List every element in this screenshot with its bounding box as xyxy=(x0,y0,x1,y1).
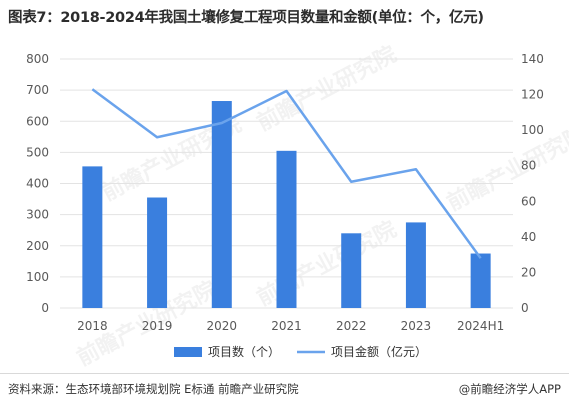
watermark-text: 前瞻产业研究院 xyxy=(443,121,569,216)
y-left-tick-label: 0 xyxy=(41,301,49,315)
x-tick-label: 2018 xyxy=(77,319,108,333)
y-right-tick-label: 60 xyxy=(521,194,536,208)
bar xyxy=(470,253,491,308)
bar xyxy=(276,150,297,308)
bar xyxy=(147,197,168,308)
x-tick-label: 2022 xyxy=(336,319,367,333)
y-left-tick-label: 100 xyxy=(26,270,49,284)
bar xyxy=(211,101,232,308)
legend-label-bar: 项目数（个） xyxy=(208,344,280,359)
y-left-tick-label: 200 xyxy=(26,239,49,253)
x-tick-label: 2020 xyxy=(207,319,238,333)
bar xyxy=(405,222,426,308)
y-left-tick-label: 300 xyxy=(26,208,49,222)
brand-credit: @前瞻经济学人APP xyxy=(458,382,561,396)
y-right-tick-label: 100 xyxy=(521,123,544,137)
y-left-tick-label: 600 xyxy=(26,114,49,128)
legend-label-line: 项目金额（亿元） xyxy=(331,344,427,359)
chart-area: 前瞻产业研究院前瞻产业研究院前瞻产业研究院前瞻产业研究院前瞻产业研究院01002… xyxy=(26,41,569,370)
y-left-tick-label: 500 xyxy=(26,145,49,159)
x-tick-label: 2024H1 xyxy=(457,319,504,333)
legend-swatch-bar xyxy=(174,347,202,357)
y-right-tick-label: 0 xyxy=(521,301,529,315)
y-right-tick-label: 140 xyxy=(521,52,544,66)
y-left-tick-label: 800 xyxy=(26,52,49,66)
y-right-tick-label: 20 xyxy=(521,265,536,279)
watermark-text: 前瞻产业研究院 xyxy=(253,216,401,311)
y-right-tick-label: 80 xyxy=(521,159,536,173)
x-tick-label: 2023 xyxy=(401,319,432,333)
y-right-tick-label: 120 xyxy=(521,88,544,102)
y-left-tick-label: 700 xyxy=(26,83,49,97)
watermark-text: 前瞻产业研究院 xyxy=(253,41,401,136)
y-left-tick-label: 400 xyxy=(26,177,49,191)
footer-divider xyxy=(0,373,569,374)
bar xyxy=(82,166,103,308)
x-tick-label: 2021 xyxy=(271,319,302,333)
source-note: 资料来源：生态环境部环境规划院 E标通 前瞻产业研究院 xyxy=(8,382,299,396)
bar xyxy=(341,233,362,308)
x-tick-label: 2019 xyxy=(142,319,173,333)
y-right-tick-label: 40 xyxy=(521,230,536,244)
chart-title: 图表7：2018-2024年我国土壤修复工程项目数量和金额(单位：个，亿元) xyxy=(8,10,484,26)
